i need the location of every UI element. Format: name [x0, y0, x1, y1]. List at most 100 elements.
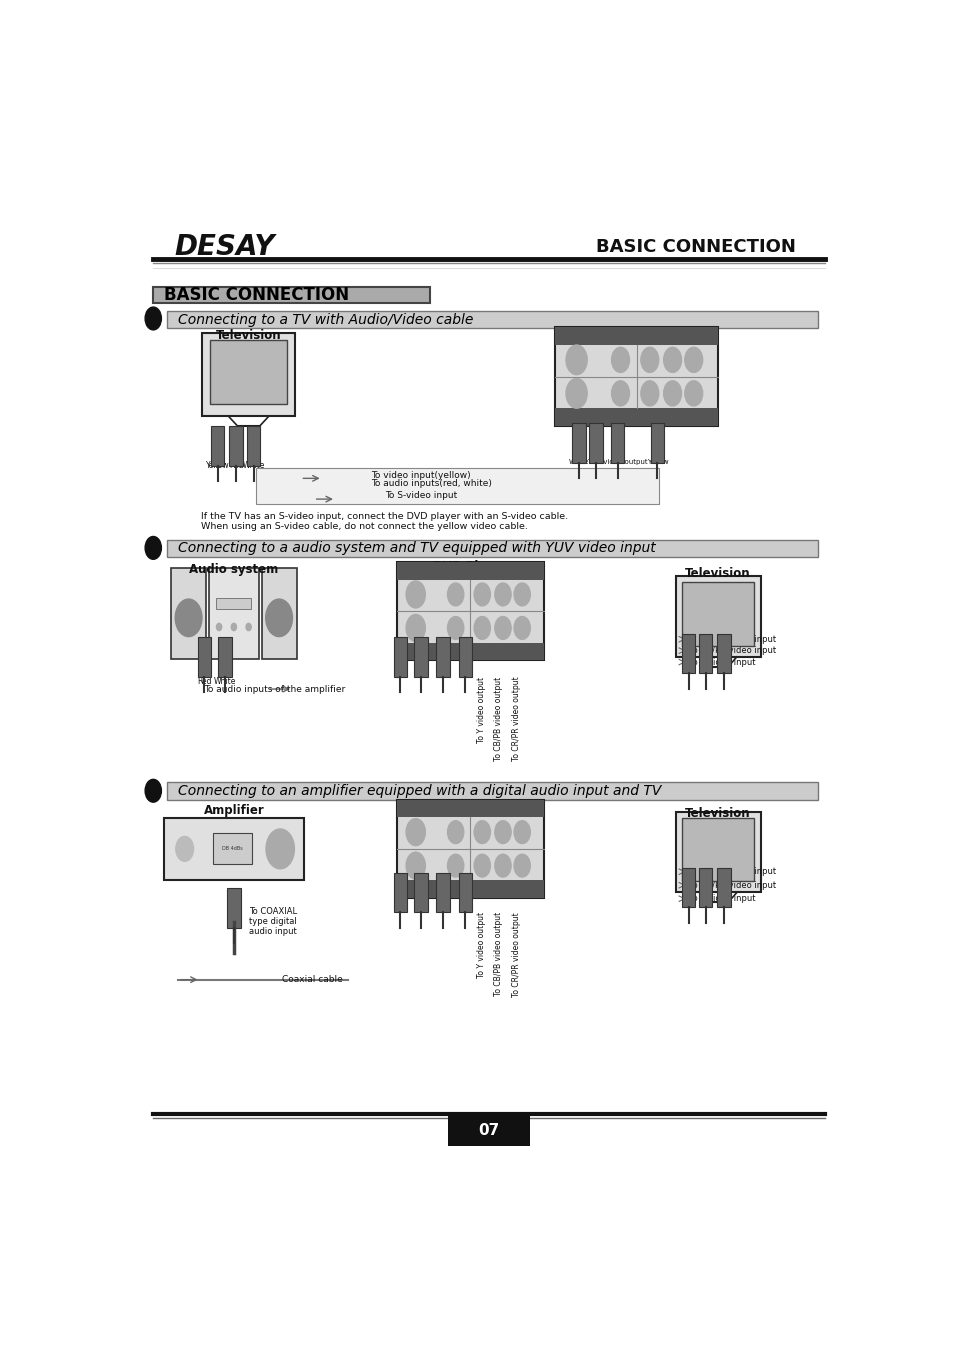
Bar — [261, 568, 296, 659]
Bar — [164, 818, 304, 880]
Bar — [396, 880, 544, 898]
Bar — [675, 576, 760, 656]
Bar — [436, 872, 449, 913]
Text: Connecting to a TV with Audio/Video cable: Connecting to a TV with Audio/Video cabl… — [178, 313, 474, 326]
Bar — [555, 328, 718, 345]
Circle shape — [474, 821, 490, 844]
Text: White: White — [242, 461, 265, 469]
Circle shape — [611, 348, 629, 372]
Circle shape — [663, 381, 680, 406]
Circle shape — [495, 616, 511, 639]
Text: Yellow: Yellow — [206, 461, 229, 469]
Bar — [610, 423, 623, 462]
Bar — [675, 811, 760, 892]
Text: DB 4dBs: DB 4dBs — [222, 847, 243, 852]
Bar — [555, 328, 718, 426]
Text: White: White — [568, 458, 589, 465]
Text: Coaxial cable: Coaxial cable — [282, 975, 342, 984]
Bar — [152, 287, 429, 303]
Bar — [555, 408, 718, 426]
Bar — [699, 868, 712, 907]
Circle shape — [145, 537, 161, 559]
Text: type digital: type digital — [249, 917, 296, 926]
Circle shape — [175, 836, 193, 861]
Bar — [458, 872, 472, 913]
Text: To Y video output: To Y video output — [476, 913, 485, 979]
Bar — [167, 311, 817, 328]
Bar — [218, 638, 232, 677]
Text: BASIC CONNECTION: BASIC CONNECTION — [164, 286, 349, 305]
Bar — [717, 868, 730, 907]
Circle shape — [514, 584, 530, 605]
Circle shape — [640, 381, 659, 406]
Circle shape — [495, 821, 511, 844]
Circle shape — [565, 379, 586, 408]
Bar — [650, 423, 663, 462]
Bar — [396, 643, 544, 661]
Text: To S-video output: To S-video output — [587, 458, 647, 465]
Bar — [436, 638, 449, 677]
Text: Yellow: Yellow — [646, 458, 668, 465]
Text: To CR/PR video input: To CR/PR video input — [688, 867, 775, 876]
Text: To CR/PR video input: To CR/PR video input — [688, 635, 775, 644]
Text: Amplifier: Amplifier — [203, 803, 264, 817]
Bar — [171, 568, 206, 659]
Circle shape — [565, 345, 586, 375]
Circle shape — [216, 623, 221, 631]
Text: DVD Player: DVD Player — [433, 559, 507, 573]
Text: To CR/PR video output: To CR/PR video output — [511, 677, 520, 762]
Bar — [394, 872, 406, 913]
Bar — [167, 782, 817, 801]
Circle shape — [611, 381, 629, 406]
Circle shape — [145, 779, 161, 802]
Bar — [396, 562, 544, 580]
Circle shape — [231, 623, 236, 631]
Bar — [210, 340, 287, 404]
Bar — [396, 562, 544, 661]
Bar — [229, 426, 242, 466]
Text: To video input(yellow): To video input(yellow) — [370, 470, 470, 480]
Text: If the TV has an S-video input, connect the DVD player with an S-video cable.: If the TV has an S-video input, connect … — [200, 512, 567, 522]
Bar — [699, 634, 712, 674]
Circle shape — [175, 599, 202, 636]
Circle shape — [145, 307, 161, 330]
Text: Red: Red — [589, 458, 602, 465]
Circle shape — [474, 616, 490, 639]
Circle shape — [514, 821, 530, 844]
Circle shape — [474, 584, 490, 605]
Text: Television: Television — [684, 568, 750, 581]
Bar — [681, 582, 753, 646]
Text: Connecting to an amplifier equipped with a digital audio input and TV: Connecting to an amplifier equipped with… — [178, 785, 661, 798]
Bar — [414, 638, 427, 677]
Text: When using an S-video cable, do not connect the yellow video cable.: When using an S-video cable, do not conn… — [200, 522, 527, 531]
Bar — [213, 833, 252, 864]
Text: To audio inputs of the amplifier: To audio inputs of the amplifier — [204, 685, 345, 693]
Circle shape — [246, 623, 251, 631]
Bar — [589, 423, 602, 462]
Text: To Y video input: To Y video input — [688, 894, 754, 903]
Bar — [396, 799, 544, 898]
Circle shape — [406, 581, 425, 608]
Text: audio input: audio input — [249, 927, 296, 937]
Bar — [394, 638, 406, 677]
Text: To CR/PR video output: To CR/PR video output — [511, 913, 520, 998]
Circle shape — [406, 615, 425, 642]
Text: Connecting to a audio system and TV equipped with YUV video input: Connecting to a audio system and TV equi… — [178, 542, 656, 555]
Bar — [227, 888, 240, 927]
Text: To CB/PB video output: To CB/PB video output — [494, 913, 502, 996]
Circle shape — [495, 855, 511, 878]
Circle shape — [640, 348, 659, 372]
Bar — [448, 1115, 529, 1146]
Text: To S-video input: To S-video input — [385, 492, 457, 500]
Text: To CB/PB video input: To CB/PB video input — [688, 880, 775, 890]
Text: To COAXIAL: To COAXIAL — [249, 907, 296, 915]
Circle shape — [447, 855, 463, 878]
Bar — [681, 634, 695, 674]
Circle shape — [406, 852, 425, 879]
Bar — [255, 468, 659, 504]
Bar — [209, 568, 258, 659]
Circle shape — [447, 821, 463, 844]
Bar — [681, 868, 695, 907]
Circle shape — [684, 348, 702, 372]
Circle shape — [514, 855, 530, 878]
